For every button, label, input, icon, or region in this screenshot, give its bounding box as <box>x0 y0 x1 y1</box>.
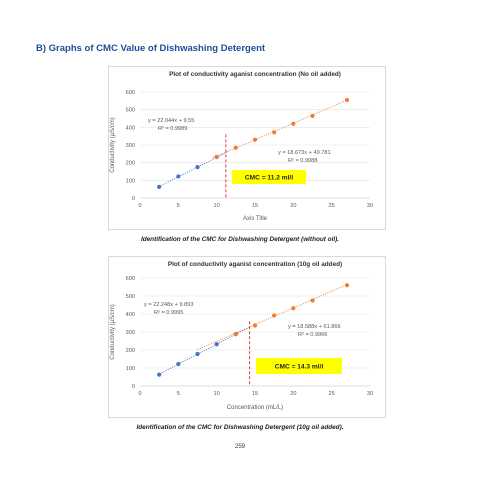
data-point <box>233 145 238 150</box>
chart-title: Plot of conductivity aganist concentrati… <box>168 261 342 268</box>
data-point <box>252 323 258 328</box>
y-tick-label: 300 <box>126 143 135 149</box>
y-tick-label: 0 <box>132 384 135 390</box>
trendline-r2: R² = 0.9966 <box>298 332 327 338</box>
chart-1-caption: Identification of the CMC for Dishwashin… <box>140 236 340 243</box>
data-point <box>252 137 258 142</box>
trendline-r2: R² = 0.9995 <box>154 310 183 316</box>
y-axis-label: Conductivity (µS/cm) <box>110 304 116 359</box>
y-tick-label: 100 <box>126 178 135 184</box>
x-tick-label: 25 <box>329 203 335 209</box>
cmc-label-box <box>256 358 342 374</box>
y-tick-label: 500 <box>126 294 135 300</box>
y-tick-label: 500 <box>126 108 135 114</box>
data-point <box>291 306 296 311</box>
data-point <box>157 184 162 189</box>
section-heading: B) Graphs of CMC Value of Dishwashing De… <box>36 43 266 54</box>
data-point <box>344 97 350 103</box>
chart-2-caption: Identification of the CMC for Dishwashin… <box>136 424 344 431</box>
trendline-r2: R² = 0.9989 <box>158 126 187 132</box>
data-point <box>214 154 219 160</box>
trendline-equation: y = 22.248x + 9.893 <box>144 302 193 308</box>
y-tick-label: 300 <box>126 330 135 336</box>
x-tick-label: 30 <box>367 203 373 209</box>
x-axis-label: Axis Title <box>243 216 268 222</box>
data-point <box>310 298 315 303</box>
x-tick-label: 20 <box>290 391 296 397</box>
x-tick-label: 15 <box>252 203 258 209</box>
y-tick-label: 200 <box>126 348 135 354</box>
data-point <box>344 283 350 288</box>
y-tick-label: 0 <box>132 196 135 202</box>
trendline-equation: y = 18.673x + 49.781 <box>278 150 331 156</box>
y-tick-label: 400 <box>126 125 135 131</box>
x-tick-label: 30 <box>367 391 373 397</box>
chart-2-frame <box>108 256 386 418</box>
x-tick-label: 5 <box>177 203 180 209</box>
data-point <box>272 130 277 135</box>
chart-no-oil: Plot of conductivity aganist concentrati… <box>110 71 373 222</box>
trendline <box>158 151 229 187</box>
x-axis-label: Concentration (mL/L) <box>227 405 283 411</box>
trendline <box>197 284 348 351</box>
y-tick-label: 100 <box>126 366 135 372</box>
data-point <box>214 342 219 347</box>
x-tick-label: 0 <box>138 391 141 397</box>
page-number: 259 <box>234 444 245 450</box>
data-point <box>310 113 315 118</box>
y-tick-label: 600 <box>126 276 135 282</box>
cmc-label: CMC = 11.2 ml/l <box>245 174 293 181</box>
y-tick-label: 400 <box>126 312 135 318</box>
trendline-equation: y = 18.588x + 61.866 <box>288 324 341 330</box>
y-tick-label: 600 <box>126 90 135 96</box>
data-point <box>291 121 296 126</box>
data-point <box>195 164 200 170</box>
x-tick-label: 25 <box>329 391 335 397</box>
cmc-label-box <box>232 170 306 184</box>
x-tick-label: 20 <box>290 203 296 209</box>
data-point <box>176 361 181 367</box>
trendline-r2: R² = 0.9988 <box>288 158 317 164</box>
data-point <box>157 372 162 377</box>
x-tick-label: 15 <box>252 391 258 397</box>
cmc-label: CMC = 14.3 ml/l <box>275 363 324 370</box>
chart-1-frame <box>108 66 386 230</box>
x-tick-label: 10 <box>214 203 220 209</box>
chart-title: Plot of conductivity aganist concentrati… <box>169 71 341 78</box>
trendline-equation: y = 22.044x + 9.55 <box>148 118 194 124</box>
y-tick-label: 200 <box>126 161 135 167</box>
x-tick-label: 0 <box>138 203 141 209</box>
data-point <box>233 332 238 337</box>
chart-10g-oil: Plot of conductivity aganist concentrati… <box>110 261 373 411</box>
data-point <box>176 174 181 179</box>
data-point <box>195 351 200 357</box>
x-tick-label: 5 <box>177 391 180 397</box>
x-tick-label: 10 <box>214 391 220 397</box>
data-point <box>272 313 277 318</box>
y-axis-label: Conductivity (µS/cm) <box>110 117 116 172</box>
